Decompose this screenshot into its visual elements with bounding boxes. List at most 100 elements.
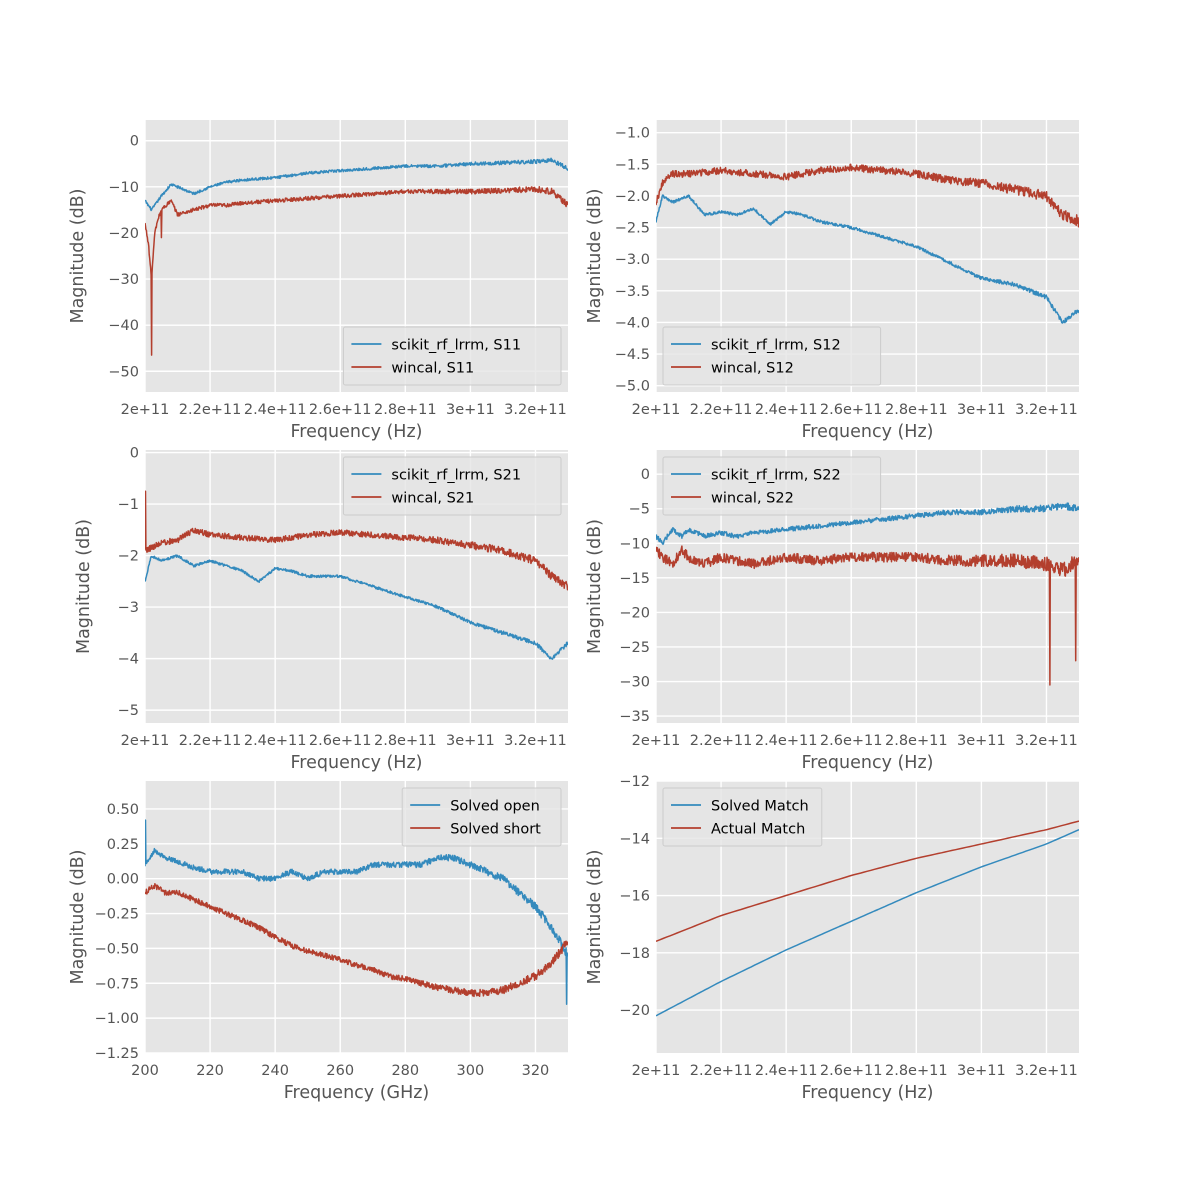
y-tick-label: −4.5 — [615, 347, 650, 363]
y-axis-label: Magnitude (dB) — [585, 849, 605, 984]
y-tick-label: −14 — [619, 831, 650, 847]
x-tick-label: 280 — [391, 1063, 419, 1079]
x-tick-label: 3e+11 — [957, 733, 1006, 749]
x-axis-label: Frequency (Hz) — [802, 753, 934, 773]
plot-area — [145, 490, 568, 660]
x-tick-label: 2.2e+11 — [690, 1063, 753, 1079]
y-tick-label: −18 — [619, 946, 650, 962]
x-tick-label: 2.8e+11 — [885, 733, 948, 749]
legend-label: Actual Match — [711, 822, 805, 838]
legend: scikit_rf_lrrm, S11 wincal, S11 — [342, 326, 562, 386]
y-tick-label: −10 — [108, 180, 139, 196]
legend-label: scikit_rf_lrrm, S12 — [711, 338, 841, 354]
legend-label: Solved open — [450, 799, 540, 815]
y-axis-label: Magnitude (dB) — [68, 188, 88, 323]
y-tick-label: −15 — [619, 571, 650, 587]
x-tick-label: 2.4e+11 — [755, 1063, 818, 1079]
series-line-2 — [656, 545, 1079, 686]
y-tick-label: −16 — [619, 889, 650, 905]
y-tick-label: −4.0 — [615, 315, 650, 331]
legend: scikit_rf_lrrm, S12 wincal, S12 — [662, 326, 882, 386]
x-tick-label: 2.8e+11 — [374, 733, 437, 749]
x-axis-label: Frequency (GHz) — [284, 1083, 430, 1103]
y-axis-label: Magnitude (dB) — [74, 519, 94, 654]
y-axis-label: Magnitude (dB) — [585, 519, 605, 654]
subplot-2: 2e+11 2.2e+11 2.4e+11 2.6e+11 2.8e+11 3e+11 3.… — [585, 120, 1079, 442]
y-tick-label: −5.0 — [615, 379, 650, 395]
legend-label: Solved Match — [711, 799, 809, 815]
series-line-1 — [145, 554, 568, 660]
x-tick-label: 2.6e+11 — [820, 733, 883, 749]
y-tick-label: 0 — [130, 446, 139, 462]
x-tick-label: 2.6e+11 — [820, 402, 883, 418]
plot-area — [656, 820, 1079, 1017]
x-tick-label: 2.4e+11 — [755, 733, 818, 749]
x-tick-label: 300 — [457, 1063, 485, 1079]
y-tick-label: −0.75 — [95, 976, 139, 992]
x-tick-label: 2.6e+11 — [309, 402, 372, 418]
y-tick-label: −20 — [619, 605, 650, 621]
legend-label: wincal, S12 — [711, 361, 794, 377]
legend: Solved Match Actual Match — [662, 787, 823, 847]
x-tick-label: 320 — [522, 1063, 550, 1079]
legend-label: scikit_rf_lrrm, S11 — [391, 338, 521, 354]
x-tick-label: 2.2e+11 — [179, 402, 242, 418]
series-line-1 — [656, 829, 1079, 1017]
x-tick-label: 3.2e+11 — [504, 733, 567, 749]
y-tick-label: −1 — [118, 497, 139, 513]
y-tick-label: −0.25 — [95, 907, 139, 923]
legend-label: Solved short — [450, 822, 541, 838]
x-tick-label: 2.4e+11 — [244, 733, 307, 749]
series-line-2 — [145, 882, 568, 998]
legend: Solved open Solved short — [401, 787, 562, 847]
subplot-1: 2e+11 2.2e+11 2.4e+11 2.6e+11 2.8e+11 3e+11 3.… — [68, 120, 568, 442]
x-tick-label: 2e+11 — [121, 733, 170, 749]
y-tick-label: −40 — [108, 318, 139, 334]
x-tick-label: 220 — [196, 1063, 224, 1079]
y-axis-label: Magnitude (dB) — [585, 188, 605, 323]
legend-label: wincal, S11 — [391, 361, 474, 377]
legend: scikit_rf_lrrm, S21 wincal, S21 — [342, 456, 562, 516]
y-tick-label: −3.0 — [615, 252, 650, 268]
y-tick-label: 0.25 — [107, 837, 139, 853]
x-tick-label: 200 — [131, 1063, 159, 1079]
plot-area — [145, 157, 568, 356]
subplot-4: 2e+11 2.2e+11 2.4e+11 2.6e+11 2.8e+11 3e+11 3.… — [585, 450, 1079, 773]
y-tick-label: −25 — [619, 640, 650, 656]
subplot-3: 2e+11 2.2e+11 2.4e+11 2.6e+11 2.8e+11 3e+11 3.… — [74, 446, 568, 773]
x-axis-label: Frequency (Hz) — [802, 422, 934, 442]
x-axis-label: Frequency (Hz) — [802, 1083, 934, 1103]
y-tick-label: −5 — [629, 502, 650, 518]
y-tick-label: −4 — [118, 652, 139, 668]
x-axis-label: Frequency (Hz) — [291, 753, 423, 773]
y-tick-label: −5 — [118, 703, 139, 719]
x-tick-label: 2.2e+11 — [179, 733, 242, 749]
y-tick-label: −30 — [108, 272, 139, 288]
y-tick-label: 0.50 — [107, 802, 139, 818]
legend-label: wincal, S21 — [391, 491, 474, 507]
legend: scikit_rf_lrrm, S22 wincal, S22 — [662, 456, 882, 516]
x-tick-label: 2e+11 — [121, 402, 170, 418]
x-tick-label: 3.2e+11 — [504, 402, 567, 418]
y-tick-label: 0 — [130, 134, 139, 150]
series-line-2 — [145, 490, 568, 591]
x-tick-label: 2.8e+11 — [885, 1063, 948, 1079]
y-tick-label: −0.50 — [95, 941, 139, 957]
subplot-5: 200 220 240 260 280 300 320 0.50 0.25 0.00 −0.25 −0… — [68, 781, 568, 1103]
x-axis-label: Frequency (Hz) — [291, 422, 423, 442]
series-line-2 — [656, 820, 1079, 942]
x-tick-label: 2.6e+11 — [309, 733, 372, 749]
y-tick-label: −2.0 — [615, 189, 650, 205]
legend-label: scikit_rf_lrrm, S22 — [711, 468, 841, 484]
y-tick-label: −3 — [118, 600, 139, 616]
x-tick-label: 3.2e+11 — [1015, 733, 1078, 749]
y-tick-label: −3.5 — [615, 284, 650, 300]
legend-frame — [662, 787, 823, 847]
plot-area — [145, 819, 568, 1005]
legend-label: wincal, S22 — [711, 491, 794, 507]
series-line-1 — [145, 819, 568, 1005]
x-tick-label: 260 — [326, 1063, 354, 1079]
series-line-1 — [145, 157, 568, 212]
y-tick-label: −1.0 — [615, 126, 650, 142]
legend-frame — [342, 456, 562, 516]
